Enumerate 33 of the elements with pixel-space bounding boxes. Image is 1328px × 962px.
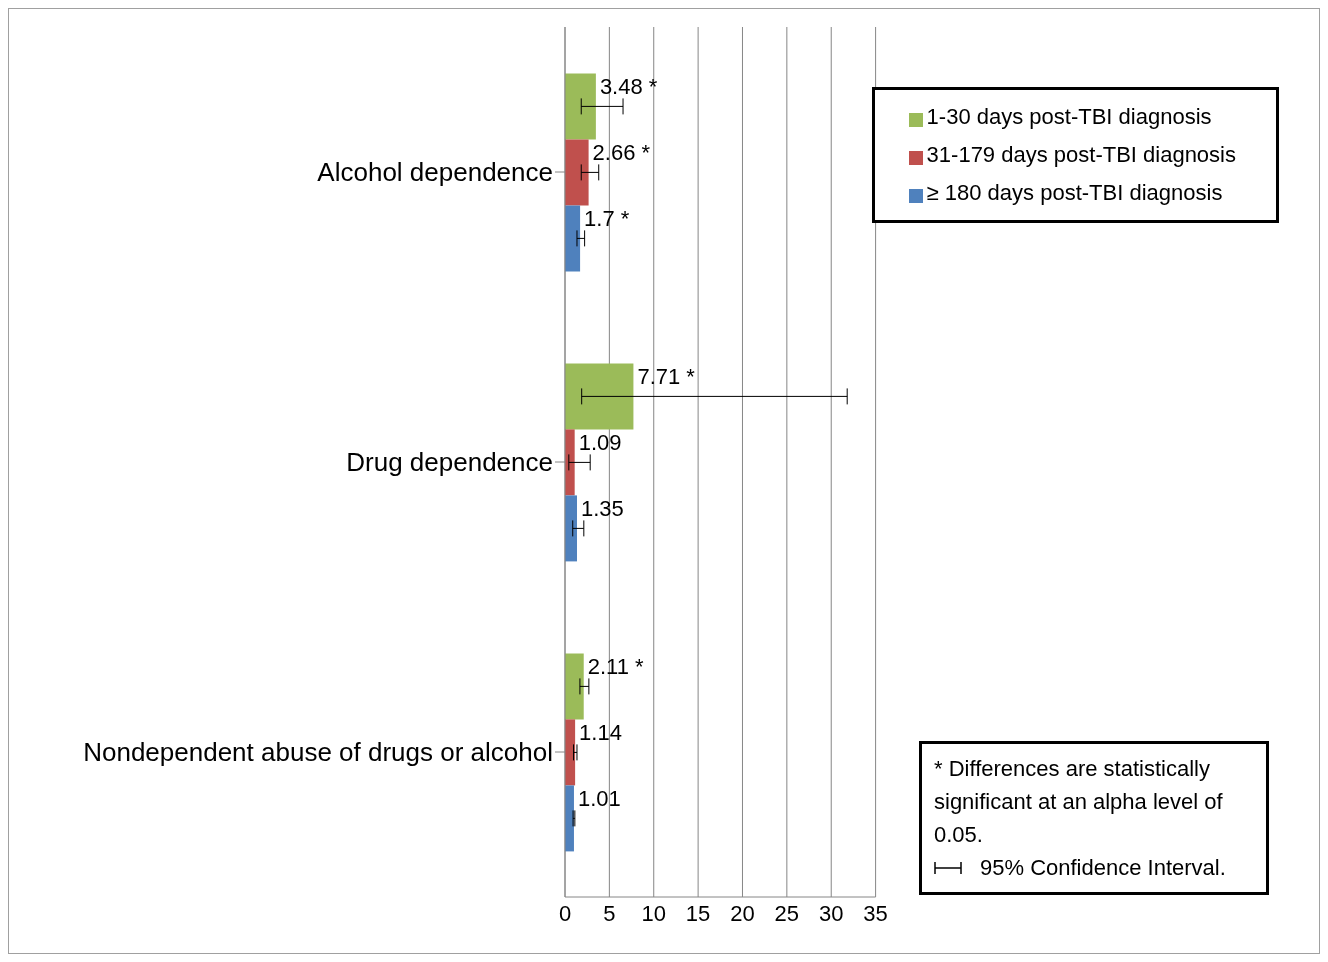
bar bbox=[565, 363, 634, 430]
data-label: 2.66 * bbox=[592, 140, 651, 166]
y-tick-label: Alcohol dependence bbox=[317, 157, 553, 188]
x-tick-label: 25 bbox=[774, 900, 800, 926]
x-tick-label: 5 bbox=[603, 900, 616, 926]
bar bbox=[565, 139, 589, 206]
x-tick-label: 0 bbox=[558, 900, 572, 926]
data-label: 1.09 bbox=[578, 430, 622, 456]
bar bbox=[565, 73, 596, 140]
bar bbox=[565, 495, 577, 562]
data-label: 1.01 bbox=[577, 786, 621, 812]
bar bbox=[565, 719, 576, 786]
x-tick-label: 35 bbox=[863, 900, 888, 926]
data-label: 3.48 * bbox=[599, 74, 658, 100]
x-tick-label: 10 bbox=[641, 900, 666, 926]
x-tick-label: 30 bbox=[818, 900, 844, 926]
text: * Differences are statistically significant at an alpha level of 0.05. bbox=[934, 755, 1224, 849]
data-label: 1.14 bbox=[579, 720, 622, 746]
bar bbox=[565, 653, 584, 720]
data-label: 1.7 * bbox=[584, 206, 630, 232]
data-label: 1.35 bbox=[580, 496, 624, 522]
legend-label: ≥ 180 days post-TBI diagnosis bbox=[926, 180, 1223, 205]
x-tick-label: 20 bbox=[730, 900, 755, 926]
text: 95% Confidence Interval. bbox=[980, 854, 1226, 882]
data-label: 2.11 * bbox=[587, 654, 645, 680]
x-tick-label: 15 bbox=[685, 900, 711, 926]
legend-label: 1-30 days post-TBI diagnosis bbox=[926, 104, 1212, 129]
bar bbox=[565, 205, 581, 272]
legend-label: 31-179 days post-TBI diagnosis bbox=[926, 142, 1236, 167]
bar bbox=[565, 429, 575, 496]
y-tick-label: Nondependent abuse of drugs or alcohol bbox=[83, 737, 553, 768]
data-label: 7.71 * bbox=[637, 364, 696, 390]
y-tick-label: Drug dependence bbox=[346, 447, 553, 478]
